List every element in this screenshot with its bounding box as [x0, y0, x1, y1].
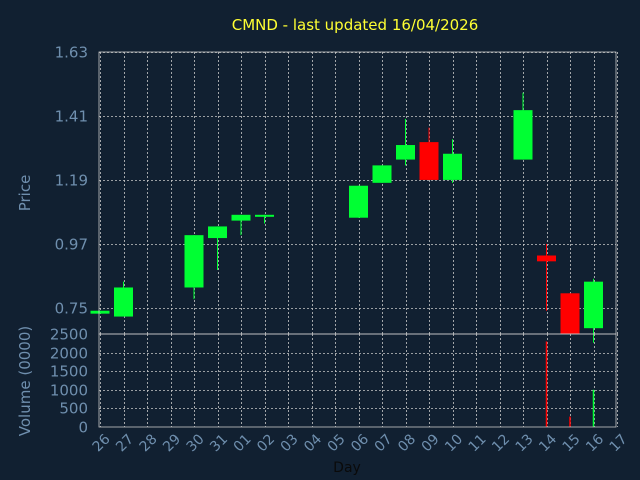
candle [114, 281, 133, 317]
candle [208, 226, 227, 271]
candle [231, 214, 251, 236]
candle-body [184, 235, 204, 288]
candle [560, 293, 580, 334]
candle [513, 92, 533, 160]
candle [537, 243, 556, 311]
candle-body [419, 142, 439, 180]
candle-body [537, 255, 556, 262]
candle [255, 214, 274, 224]
chart-title: CMND - last updated 16/04/2026 [232, 16, 479, 34]
x-tick-labels: 26 27 28 29 30 31 01 02 03 04 05 06 07 08 09 10 11 12 13 14… [90, 431, 631, 455]
volume-plot-frame [98, 333, 617, 428]
candle-body [513, 110, 533, 160]
price-y-tick-label: 1.41 [55, 108, 88, 126]
candle [584, 278, 603, 343]
volume-bar [569, 416, 571, 427]
candle-body [231, 214, 251, 221]
volume-y-tick-label: 2500 [50, 326, 88, 344]
candle-body [584, 281, 603, 329]
candle-body [396, 145, 415, 160]
price-y-tick-label: 0.75 [55, 300, 88, 318]
volume-gridlines [99, 334, 618, 427]
volume-y-tick-label: 2000 [50, 345, 88, 363]
price-axis-label: Price [16, 175, 34, 212]
volume-y-tick-label: 500 [59, 400, 88, 418]
price-y-tick-labels: 0.75 0.97 1.19 1.41 1.63 [55, 44, 88, 318]
candle [419, 127, 439, 180]
price-gridlines [99, 52, 618, 334]
candle [372, 165, 392, 183]
volume-y-tick-label: 0 [78, 419, 88, 437]
candle-body [560, 293, 580, 334]
candle-body [208, 226, 227, 239]
volume-bar [545, 341, 548, 427]
x-axis-label: Day [333, 460, 361, 476]
candle [349, 185, 368, 218]
volume-bar [592, 389, 595, 427]
price-y-tick-label: 1.19 [55, 172, 88, 190]
price-y-tick-label: 1.63 [55, 44, 88, 62]
volume-axis-label: Volume (0000) [16, 326, 34, 436]
candlesticks [90, 92, 603, 343]
candle-body [114, 287, 133, 317]
volume-y-tick-label: 1000 [50, 382, 88, 400]
candle [184, 235, 204, 300]
candle-body [90, 310, 110, 314]
volume-bars [545, 341, 595, 427]
candle [90, 310, 110, 314]
candle-body [255, 214, 274, 217]
price-y-tick-label: 0.97 [55, 236, 88, 254]
candle-body [372, 165, 392, 183]
candle-body [349, 185, 368, 218]
candle [396, 118, 415, 166]
candle [443, 139, 462, 183]
candle-body [443, 153, 462, 180]
volume-y-tick-label: 1500 [50, 363, 88, 381]
